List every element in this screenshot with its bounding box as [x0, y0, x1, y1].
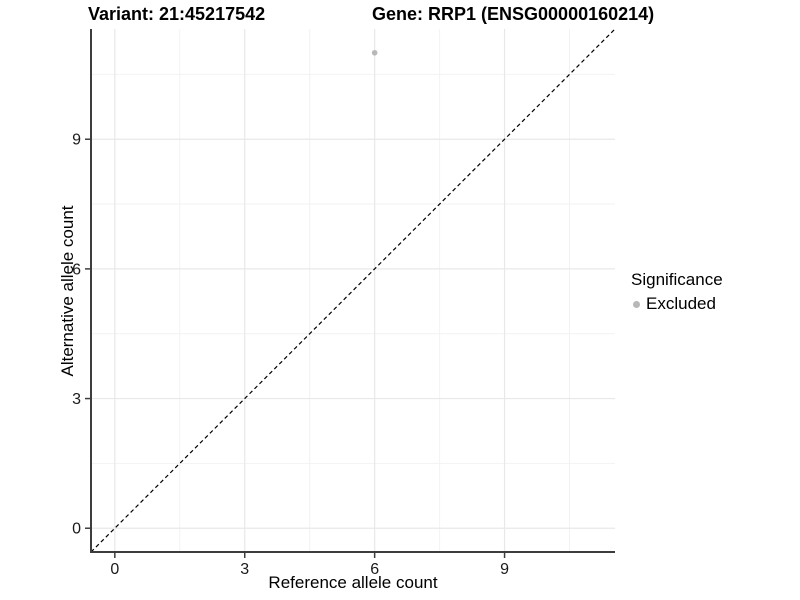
- x-tick-label: 0: [110, 561, 119, 578]
- x-axis-title: Reference allele count: [268, 573, 438, 592]
- y-tick-label: 0: [72, 521, 81, 538]
- legend-title: Significance: [631, 270, 723, 289]
- x-tick-label: 9: [500, 561, 509, 578]
- legend-entry-label: Excluded: [646, 294, 716, 313]
- plot-title-gene: Gene: RRP1 (ENSG00000160214): [372, 4, 655, 24]
- y-tick-label: 9: [72, 132, 81, 149]
- y-tick-label: 3: [72, 391, 81, 408]
- plot-title-variant: Variant: 21:45217542: [88, 4, 266, 24]
- x-tick-label: 6: [370, 561, 379, 578]
- y-tick-label: 6: [72, 261, 81, 278]
- data-point: [371, 49, 378, 56]
- x-tick-label: 3: [240, 561, 249, 578]
- identity-line: [90, 28, 616, 553]
- legend-point-icon: [633, 300, 640, 308]
- y-axis-title: Alternative allele count: [58, 205, 77, 377]
- legend-entry-excluded: Excluded: [631, 294, 723, 314]
- legend: Significance Excluded: [631, 270, 723, 314]
